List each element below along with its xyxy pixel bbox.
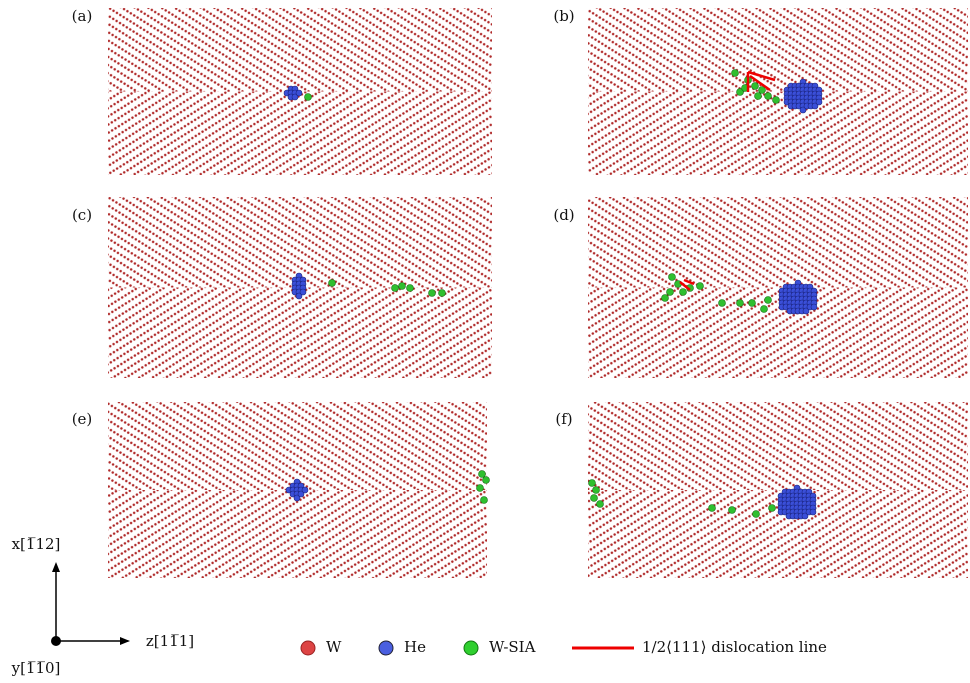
sia-atom	[666, 288, 674, 296]
lattice-upper	[108, 197, 492, 288]
sia-atom	[764, 92, 772, 100]
panel: (d)	[553, 197, 968, 378]
sia-atom	[596, 500, 604, 508]
he-atom	[802, 307, 810, 315]
dislocation-line	[679, 281, 691, 291]
sia-atom	[696, 282, 704, 290]
z-axis-label: z[11̅1]	[146, 632, 194, 650]
sia-atom	[661, 294, 669, 302]
lattice-lower	[108, 287, 492, 378]
he-atom	[301, 486, 309, 494]
sia-atom	[590, 494, 598, 502]
sia-atom	[758, 86, 766, 94]
sia-atom	[748, 299, 756, 307]
sia-atom	[679, 288, 687, 296]
he-atom	[293, 494, 301, 502]
he-atom	[799, 106, 807, 114]
sia-atom	[728, 506, 736, 514]
he-atom	[801, 512, 809, 520]
legend-label: W	[326, 638, 342, 656]
lattice-upper	[588, 8, 968, 92]
sia-atom	[760, 305, 768, 313]
panel-label: (a)	[72, 7, 93, 25]
dislocation-line	[747, 70, 776, 82]
legend-label: He	[404, 638, 426, 656]
sia-atom	[736, 299, 744, 307]
sia-atom	[754, 92, 762, 100]
axis-indicator: x[1̅12] z[11̅1] y[1̅1̅0]	[11, 535, 195, 677]
sia-atom	[438, 289, 446, 297]
sia-atom	[592, 486, 600, 494]
panel-label: (e)	[72, 410, 93, 428]
panels: (a) (b) (c) (d) (e) (f)	[72, 7, 968, 578]
lattice-lower	[108, 91, 492, 175]
panel-label: (c)	[72, 206, 92, 224]
sia-atom	[731, 69, 739, 77]
sia-atom	[772, 96, 780, 104]
y-axis-label: y[1̅1̅0]	[11, 659, 61, 677]
panel-label: (b)	[553, 7, 574, 25]
legend-label: 1/2⟨111⟩ dislocation line	[642, 638, 827, 656]
sia-atom	[768, 504, 776, 512]
he-atom	[809, 508, 817, 516]
sia-atom	[391, 284, 399, 292]
legend-swatch	[463, 640, 479, 656]
sia-atom	[764, 296, 772, 304]
panel: (e)	[72, 402, 490, 578]
sia-atom	[482, 476, 490, 484]
legend-swatch	[300, 640, 316, 656]
sia-atom	[304, 93, 312, 101]
he-atom	[295, 292, 303, 300]
lattice-upper	[108, 8, 492, 92]
legend-label: W-SIA	[489, 638, 536, 656]
sia-atom	[476, 484, 484, 492]
panel: (b)	[553, 7, 968, 175]
he-atom	[815, 98, 823, 106]
he-atom	[299, 288, 307, 296]
he-atom	[810, 303, 818, 311]
legend-swatch	[378, 640, 394, 656]
dislocation-line	[683, 278, 695, 286]
lattice-upper	[588, 402, 968, 490]
sia-atom	[398, 282, 406, 290]
panel: (f)	[555, 402, 968, 578]
he-atom	[295, 89, 303, 97]
panel-label: (d)	[553, 206, 574, 224]
panel: (a)	[72, 7, 492, 175]
he-atom	[297, 490, 305, 498]
lattice-lower	[108, 490, 487, 578]
sia-atom	[752, 510, 760, 518]
he-atom	[811, 102, 819, 110]
lattice-upper	[108, 402, 487, 490]
x-axis-label: x[1̅12]	[12, 535, 61, 553]
sia-atom	[478, 470, 486, 478]
he-atom	[291, 93, 299, 101]
lattice-upper	[588, 197, 968, 288]
sia-atom	[328, 279, 336, 287]
sia-atom	[718, 299, 726, 307]
sia-atom	[588, 479, 596, 487]
legend: W He W-SIA 1/2⟨111⟩ dislocation line	[300, 638, 827, 656]
sia-atom	[480, 496, 488, 504]
panel: (c)	[72, 197, 492, 378]
dislocation-line	[749, 74, 771, 92]
sia-atom	[736, 88, 744, 96]
sia-atom	[428, 289, 436, 297]
lattice-lower	[588, 287, 968, 378]
sia-atom	[668, 273, 676, 281]
lattice-lower	[588, 91, 968, 175]
sia-atom	[708, 504, 716, 512]
panel-label: (f)	[555, 410, 572, 428]
sia-atom	[751, 82, 759, 90]
sia-atom	[406, 284, 414, 292]
